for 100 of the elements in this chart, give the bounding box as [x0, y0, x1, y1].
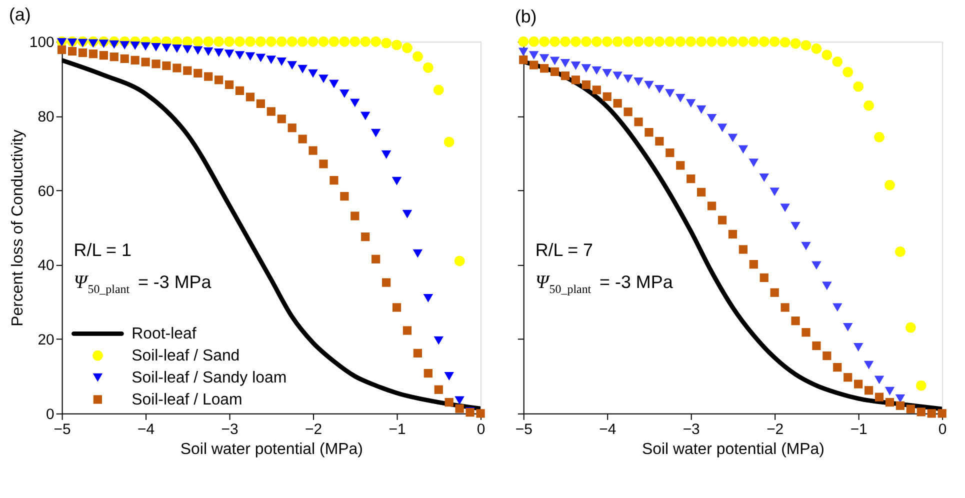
point	[110, 52, 118, 62]
point	[413, 348, 422, 358]
point	[884, 180, 895, 190]
point	[287, 61, 297, 70]
point	[350, 212, 360, 220]
point	[853, 343, 864, 352]
point	[402, 326, 412, 335]
point	[350, 36, 360, 47]
x-tick-label: −5	[515, 420, 532, 438]
point	[644, 128, 654, 137]
point	[256, 54, 266, 62]
legend-label: Root-leaf	[132, 326, 197, 343]
point	[329, 80, 339, 88]
point	[938, 409, 946, 418]
point	[833, 363, 842, 372]
point	[717, 36, 728, 47]
point	[88, 50, 98, 58]
point	[372, 254, 380, 264]
legend-label: Soil-leaf / Sandy loam	[132, 370, 287, 387]
point	[319, 160, 328, 168]
point	[130, 56, 140, 64]
point	[884, 386, 895, 396]
point	[791, 316, 800, 326]
x-axis-title: Soil water potential (MPa)	[180, 440, 363, 458]
point	[758, 36, 770, 47]
point	[623, 74, 633, 83]
point	[203, 36, 214, 47]
point	[286, 36, 298, 47]
point	[665, 89, 675, 98]
y-tick-label: 20	[38, 332, 54, 349]
point	[444, 372, 454, 380]
point	[433, 84, 444, 96]
x-tick-label: −4	[599, 420, 616, 438]
point	[308, 69, 318, 78]
point	[654, 84, 664, 94]
point	[854, 380, 863, 388]
point	[654, 36, 665, 47]
point	[454, 256, 465, 266]
x-tick-label: −2	[305, 420, 322, 438]
y-tick-label: 60	[38, 182, 54, 200]
point	[570, 62, 581, 70]
point	[192, 36, 204, 47]
point	[822, 282, 832, 290]
point	[696, 105, 706, 114]
point	[622, 36, 634, 47]
point	[770, 288, 779, 297]
point	[624, 108, 632, 116]
point	[120, 54, 129, 64]
point	[412, 249, 423, 258]
point	[686, 174, 696, 184]
point	[234, 51, 245, 60]
point	[141, 58, 150, 66]
point	[540, 64, 549, 73]
point	[728, 230, 738, 239]
point	[434, 336, 444, 345]
point	[874, 132, 884, 142]
point	[98, 40, 109, 48]
y-axis-title: Percent loss of Conductivity	[9, 130, 26, 326]
point	[696, 36, 707, 47]
point	[530, 60, 538, 70]
point	[245, 52, 256, 61]
point	[738, 145, 748, 154]
point	[392, 176, 402, 186]
point	[392, 40, 402, 50]
point	[790, 38, 801, 49]
point	[634, 118, 643, 126]
point	[802, 328, 810, 337]
annotation: R/L = 1	[74, 240, 132, 260]
point	[423, 294, 434, 302]
point	[308, 146, 318, 155]
point	[550, 36, 560, 47]
point	[234, 36, 245, 47]
point	[759, 173, 769, 182]
point	[905, 322, 916, 333]
x-tick-label: −1	[388, 420, 406, 438]
point	[560, 71, 570, 80]
point	[454, 396, 464, 405]
point	[612, 72, 622, 80]
point	[422, 62, 434, 73]
point	[412, 51, 423, 62]
point	[193, 46, 203, 55]
chart-title: (b)	[514, 6, 537, 26]
legend-label: Soil-leaf / Sand	[132, 348, 240, 365]
point	[120, 41, 130, 50]
x-tick-label: −5	[54, 420, 71, 438]
point	[801, 242, 811, 250]
point	[57, 45, 66, 54]
x-tick-label: 0	[938, 420, 947, 438]
x-tick-label: −4	[138, 420, 155, 438]
point	[276, 36, 287, 47]
point	[570, 36, 581, 47]
point	[832, 56, 843, 67]
point	[339, 36, 350, 47]
point	[906, 404, 915, 414]
point	[360, 112, 370, 120]
y-tick-label: 40	[38, 257, 54, 274]
point	[183, 66, 192, 75]
point	[633, 36, 644, 47]
point	[612, 36, 623, 47]
point	[528, 36, 540, 47]
